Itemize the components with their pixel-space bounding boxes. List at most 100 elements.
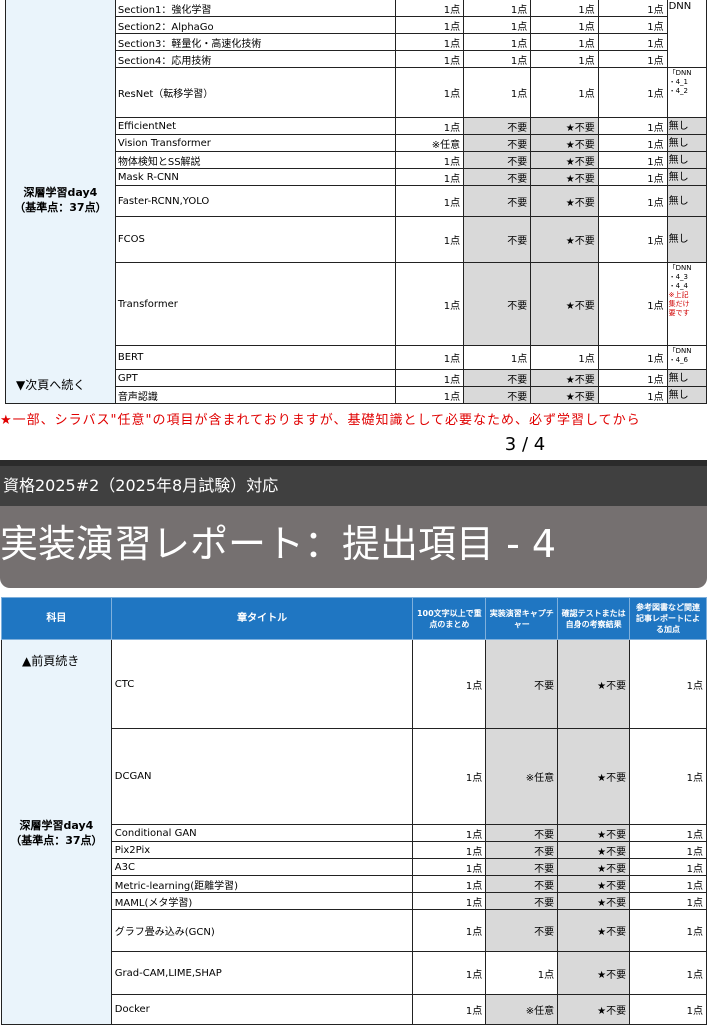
reference-points: 1点	[597, 134, 668, 152]
reference-points: 1点	[629, 824, 707, 842]
capture-points: 不要	[463, 262, 532, 346]
header-subject: 科目	[1, 597, 112, 640]
test-points: ★不要	[557, 994, 631, 1025]
reference-points: 1点	[597, 16, 668, 34]
chapter-title: Section1：強化学習	[114, 0, 396, 17]
reference-points: 1点	[629, 639, 707, 729]
capture-points: 不要	[485, 858, 559, 876]
reference-points: 1点	[597, 50, 668, 68]
subject-name: 深層学習day4	[19, 819, 94, 832]
capture-points: 不要	[485, 875, 559, 893]
chapter-title: Conditional GAN	[110, 824, 414, 842]
reference-note: 無し	[666, 185, 707, 217]
reference-text: 無し	[668, 195, 689, 207]
reference-text: 無し	[668, 372, 689, 384]
chapter-title: Section2：AlphaGo	[114, 16, 396, 34]
test-points: ★不要	[530, 117, 599, 135]
reference-note: 無し	[666, 216, 707, 263]
table-row: 深層学習day4 （基準点：37点） ▼次頁へ続く Section1：強化学習 1点 1点…	[5, 0, 707, 404]
subject-name: 深層学習day4	[23, 186, 98, 199]
test-points: ★不要	[530, 386, 599, 404]
summary-points: 1点	[394, 117, 465, 135]
reference-points: 1点	[629, 875, 707, 893]
header-test: 確認テストまたは自身の考察結果	[557, 597, 631, 640]
test-points: 1点	[530, 345, 599, 370]
summary-points: 1点	[394, 185, 465, 217]
header-summary: 100文字以上で重点のまとめ	[412, 597, 487, 640]
test-points: ★不要	[557, 841, 631, 859]
chapter-title: DCGAN	[110, 728, 414, 825]
summary-points: 1点	[412, 994, 487, 1025]
capture-points: 1点	[463, 67, 532, 118]
test-points: ★不要	[557, 639, 631, 729]
capture-points: 不要	[485, 824, 559, 842]
summary-points: 1点	[394, 345, 465, 370]
prev-page-note: ▲前頁続き	[22, 654, 80, 668]
capture-points: 不要	[463, 185, 532, 217]
reference-points: 1点	[597, 33, 668, 51]
capture-points: 1点	[463, 50, 532, 68]
table-row: EfficientNet 1点 不要 ★不要 1点 無し	[6, 117, 707, 135]
next-page-note: ▼次頁へ続く	[16, 378, 86, 392]
chapter-title: CTC	[110, 639, 414, 729]
test-points: ★不要	[530, 168, 599, 186]
capture-points: ※任意	[485, 728, 559, 825]
reference-note: 「DNN ・4_1 ・4_2	[666, 67, 707, 118]
reference-text: 無し	[668, 389, 689, 401]
test-points: ★不要	[530, 262, 599, 346]
summary-points: 1点	[412, 858, 487, 876]
summary-points: 1点	[394, 262, 465, 346]
reference-text: 無し	[668, 154, 689, 166]
test-points: 1点	[530, 50, 599, 68]
capture-points: 不要	[463, 117, 532, 135]
header-chapter: 章タイトル	[110, 597, 414, 640]
chapter-title: Transformer	[114, 262, 396, 346]
reference-points: 1点	[629, 909, 707, 952]
capture-points: 1点	[463, 16, 532, 34]
chapter-title: グラフ畳み込み(GCN)	[110, 909, 414, 952]
reference-text: 「DNN ・4_1 ・4_2	[668, 69, 692, 95]
capture-points: 1点	[463, 0, 532, 17]
test-points: ★不要	[557, 728, 631, 825]
capture-points: 不要	[485, 639, 559, 729]
test-points: 1点	[530, 0, 599, 17]
subject-cell: ▲前頁続き 深層学習day4 （基準点：37点）	[1, 639, 112, 1025]
table-row: GPT 1点 不要 ★不要 1点 無し	[6, 369, 707, 387]
capture-points: 不要	[463, 151, 532, 169]
table-row: A3C 1点 不要 ★不要 1点	[2, 858, 707, 876]
capture-points: 1点	[463, 33, 532, 51]
summary-points: 1点	[412, 824, 487, 842]
capture-points: 不要	[463, 216, 532, 263]
capture-points: 不要	[463, 134, 532, 152]
chapter-title: Metric-learning(距離学習)	[110, 875, 414, 893]
syllabus-notice: ★一部、シラバス"任意"の項目が含まれておりますが、基礎知識として必要なため、必…	[0, 413, 641, 428]
table-row: Docker 1点 ※任意 ★不要 1点	[2, 994, 707, 1025]
table-row: 音声認識 1点 不要 ★不要 1点 無し	[6, 386, 707, 404]
table-row: FCOS 1点 不要 ★不要 1点 無し	[6, 216, 707, 263]
summary-points: 1点	[394, 151, 465, 169]
reference-points: 1点	[597, 151, 668, 169]
summary-points: 1点	[412, 841, 487, 859]
reference-note: 無し	[666, 168, 707, 186]
reference-note: DNN	[666, 0, 707, 68]
reference-note: 無し	[666, 151, 707, 169]
chapter-title: FCOS	[114, 216, 396, 263]
reference-text: 「DNN ・4_6	[668, 347, 692, 364]
chapter-title: A3C	[110, 858, 414, 876]
reference-points: 1点	[629, 858, 707, 876]
reference-points: 1点	[597, 67, 668, 118]
table-row: MAML(メタ学習) 1点 不要 ★不要 1点	[2, 892, 707, 910]
reference-points: 1点	[597, 216, 668, 263]
test-points: ★不要	[530, 369, 599, 387]
reference-text: 「DNN ・4_3 ・4_4	[668, 264, 692, 290]
chapter-title: MAML(メタ学習)	[110, 892, 414, 910]
reference-points: 1点	[629, 841, 707, 859]
capture-points: 不要	[463, 386, 532, 404]
chapter-title: Pix2Pix	[110, 841, 414, 859]
reference-points: 1点	[629, 728, 707, 825]
table-row: Section2：AlphaGo 1点 1点 1点 1点	[6, 16, 707, 34]
capture-points: 1点	[463, 345, 532, 370]
summary-points: 1点	[394, 0, 465, 17]
capture-points: ※任意	[485, 994, 559, 1025]
subject-threshold: （基準点：37点）	[14, 201, 107, 214]
